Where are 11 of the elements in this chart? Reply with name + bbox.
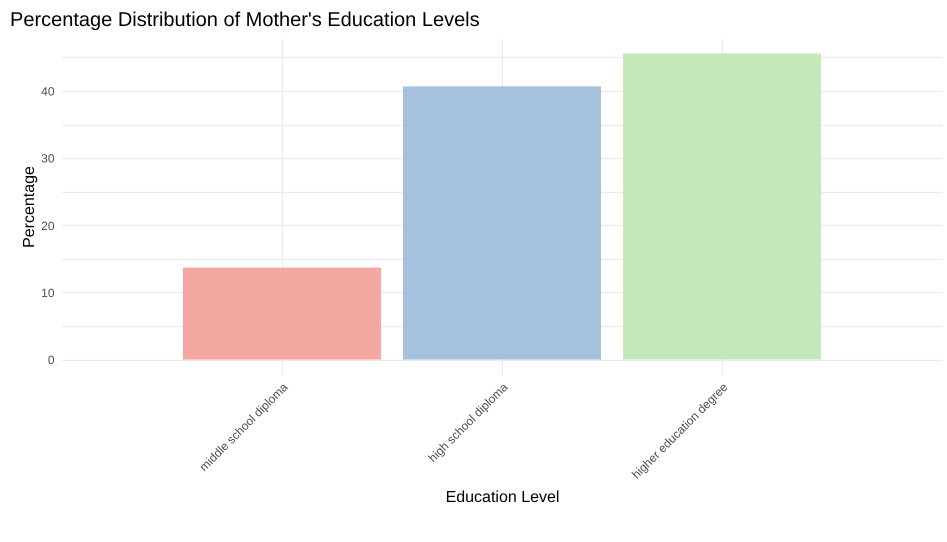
chart-title: Percentage Distribution of Mother's Education Levels xyxy=(10,9,480,31)
y-tick-label: 40 xyxy=(41,84,55,99)
y-tick-label: 30 xyxy=(41,152,55,166)
y-axis-title: Percentage xyxy=(21,166,38,248)
y-tick-label: 20 xyxy=(41,218,55,233)
bar xyxy=(183,268,381,360)
bar xyxy=(403,86,601,360)
y-tick-label: 0 xyxy=(48,353,55,368)
y-tick-label: 10 xyxy=(41,286,55,300)
x-axis-title: Education Level xyxy=(446,488,560,506)
bar xyxy=(623,53,821,360)
